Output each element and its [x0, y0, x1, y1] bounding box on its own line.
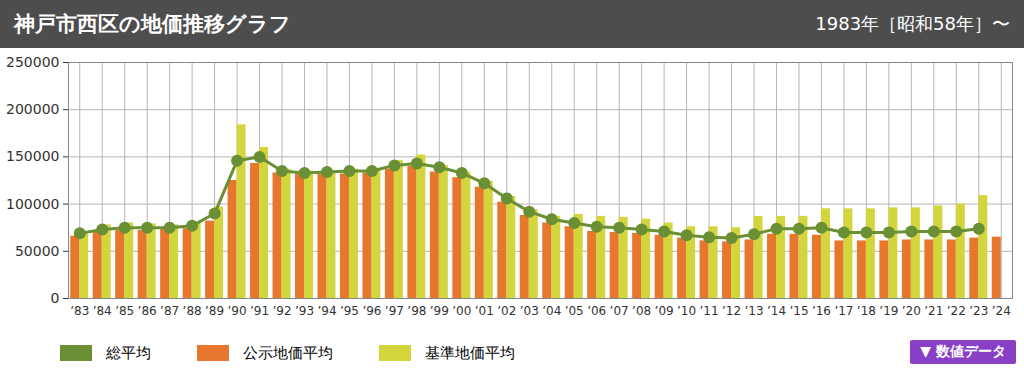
svg-text:’24: ’24 — [992, 304, 1011, 318]
svg-text:’89: ’89 — [205, 304, 224, 318]
svg-text:0: 0 — [51, 290, 60, 306]
svg-text:’94: ’94 — [317, 304, 336, 318]
svg-text:’84: ’84 — [93, 304, 112, 318]
svg-text:’04: ’04 — [542, 304, 561, 318]
svg-text:’20: ’20 — [902, 304, 921, 318]
svg-text:’10: ’10 — [677, 304, 696, 318]
svg-text:’97: ’97 — [385, 304, 404, 318]
html-text:総平均: 総平均 — [106, 343, 151, 362]
svg-text:50000: 50000 — [15, 243, 60, 259]
svg-text:’91: ’91 — [250, 304, 269, 318]
svg-text:’23: ’23 — [969, 304, 988, 318]
html-text:神戸市西区の地価推移グラフ: 神戸市西区の地価推移グラフ — [14, 12, 291, 36]
svg-text:’83: ’83 — [70, 304, 89, 318]
svg-text:’00: ’00 — [452, 304, 471, 318]
svg-text:’22: ’22 — [947, 304, 966, 318]
svg-text:’02: ’02 — [497, 304, 516, 318]
svg-text:’88: ’88 — [183, 304, 202, 318]
svg-text:’12: ’12 — [722, 304, 741, 318]
html-text:▼ 数値データ: ▼ 数値データ — [920, 343, 1006, 359]
svg-text:’93: ’93 — [295, 304, 314, 318]
svg-text:’95: ’95 — [340, 304, 359, 318]
html-text:基準地価平均: 基準地価平均 — [425, 343, 515, 362]
svg-text:’08: ’08 — [632, 304, 651, 318]
svg-text:250000: 250000 — [6, 54, 59, 70]
svg-text:’05: ’05 — [565, 304, 584, 318]
svg-text:’87: ’87 — [160, 304, 179, 318]
html-text:公示地価平均: 公示地価平均 — [243, 343, 333, 362]
svg-text:’14: ’14 — [767, 304, 786, 318]
svg-text:200000: 200000 — [6, 101, 59, 117]
svg-text:100000: 100000 — [6, 196, 59, 212]
svg-text:’09: ’09 — [655, 304, 674, 318]
svg-text:’16: ’16 — [812, 304, 831, 318]
svg-text:’96: ’96 — [362, 304, 381, 318]
svg-text:’03: ’03 — [520, 304, 539, 318]
svg-text:’11: ’11 — [700, 304, 719, 318]
svg-text:’01: ’01 — [475, 304, 494, 318]
svg-text:’15: ’15 — [789, 304, 808, 318]
svg-text:150000: 150000 — [6, 148, 59, 164]
html-text:1983年［昭和58年］〜: 1983年［昭和58年］〜 — [815, 13, 1010, 34]
svg-text:’06: ’06 — [587, 304, 606, 318]
svg-text:’13: ’13 — [744, 304, 763, 318]
svg-text:’18: ’18 — [857, 304, 876, 318]
svg-text:’98: ’98 — [407, 304, 426, 318]
svg-text:’92: ’92 — [272, 304, 291, 318]
svg-text:’90: ’90 — [228, 304, 247, 318]
svg-text:’17: ’17 — [834, 304, 853, 318]
svg-text:’99: ’99 — [430, 304, 449, 318]
svg-text:’85: ’85 — [115, 304, 134, 318]
svg-text:’21: ’21 — [924, 304, 943, 318]
svg-text:’19: ’19 — [879, 304, 898, 318]
svg-text:’07: ’07 — [610, 304, 629, 318]
svg-text:’86: ’86 — [138, 304, 157, 318]
